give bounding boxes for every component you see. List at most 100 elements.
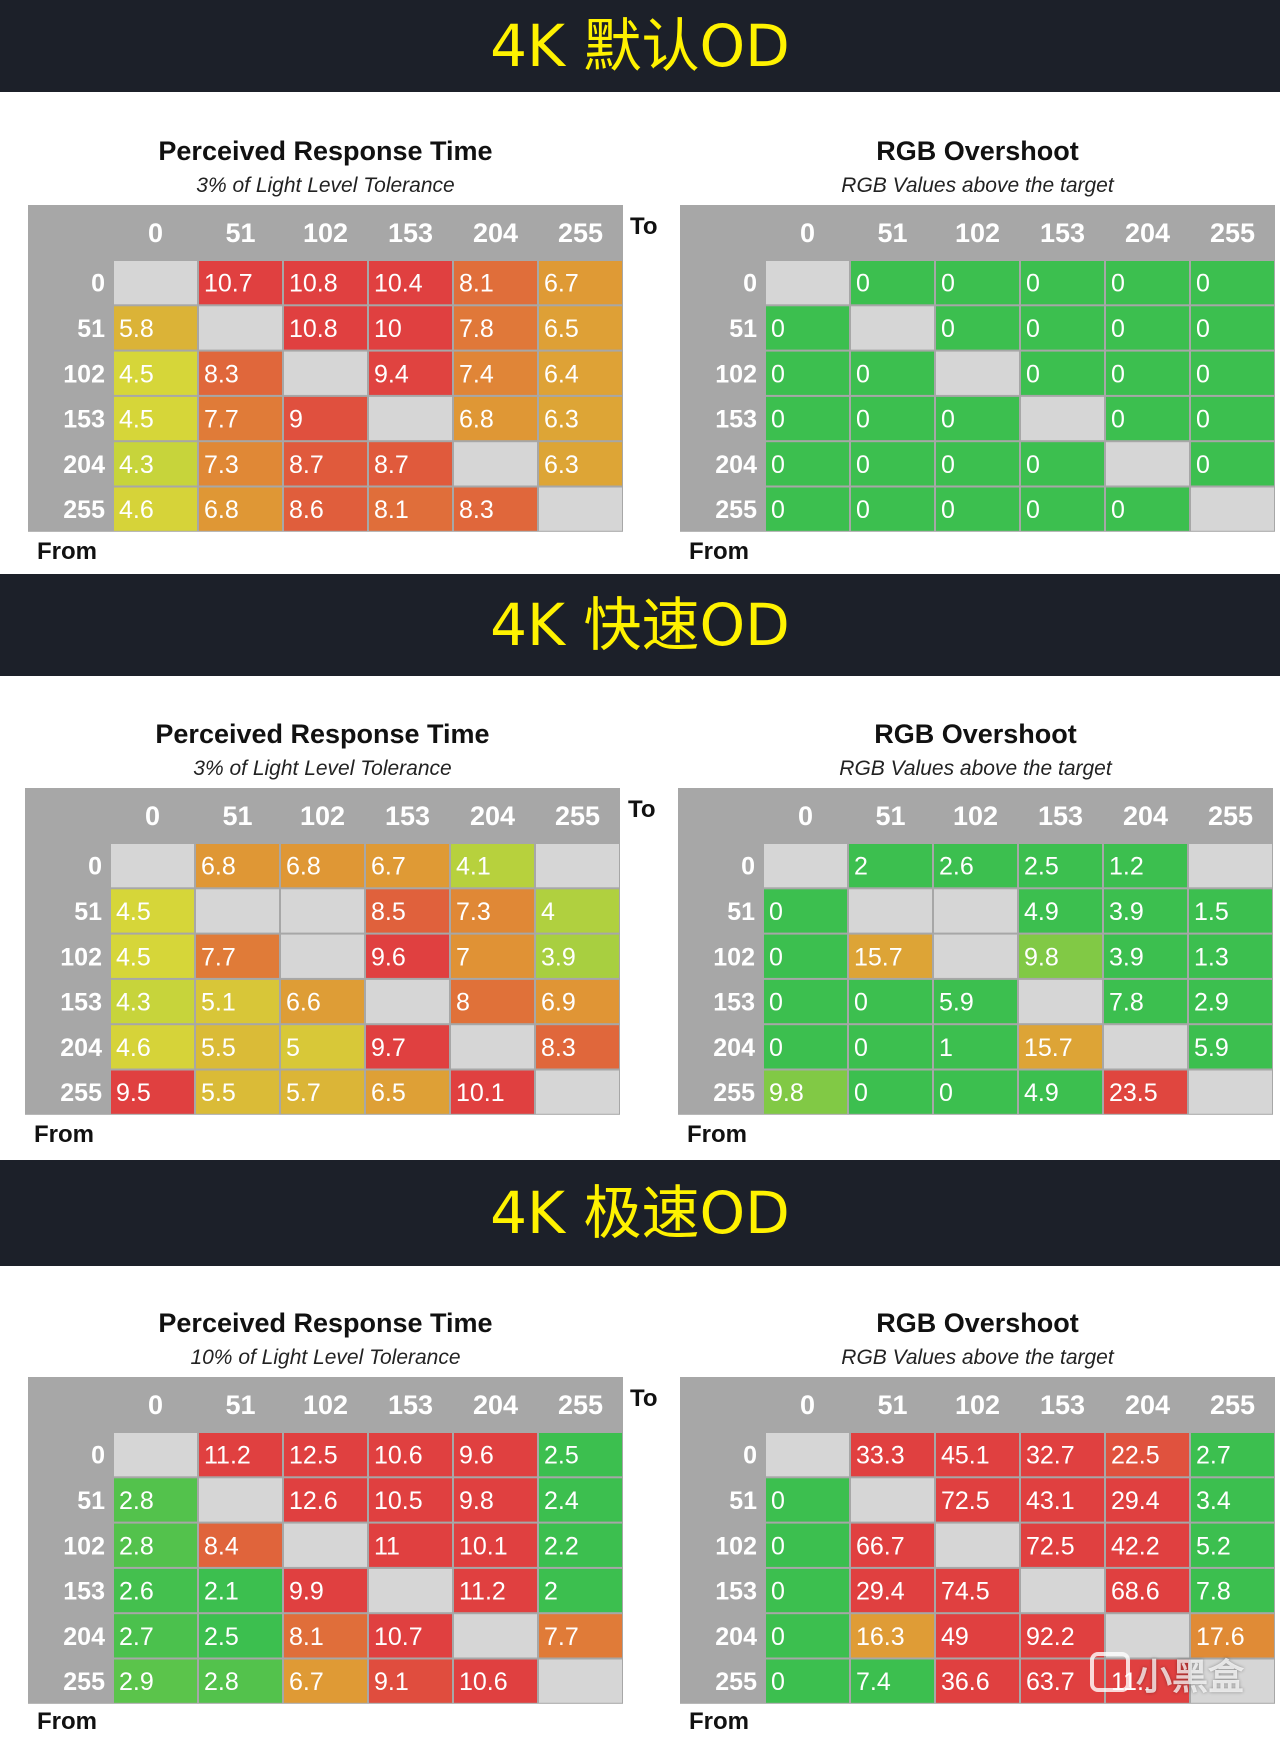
- cell-value: 0: [1026, 270, 1040, 298]
- column-header-102: 102: [955, 1390, 1000, 1420]
- cell-value: 0: [939, 1079, 953, 1107]
- column-header-204: 204: [470, 801, 515, 831]
- row-header-255: 255: [715, 496, 757, 524]
- cell-value: 0: [1111, 496, 1125, 524]
- heat-cell: [454, 1614, 537, 1658]
- heat-cell: [1021, 396, 1104, 441]
- cell-value: 6.7: [544, 270, 579, 298]
- row-header-153: 153: [63, 406, 105, 434]
- row-header-255: 255: [715, 1668, 757, 1696]
- cell-value: 6.9: [541, 989, 576, 1017]
- row-header-51: 51: [77, 315, 105, 343]
- column-header-0: 0: [800, 218, 815, 248]
- cell-value: 10.1: [456, 1079, 505, 1107]
- from-axis-label: From: [37, 538, 97, 565]
- column-header-51: 51: [875, 801, 905, 831]
- heat-cell: [849, 844, 932, 888]
- heat-cell: [111, 1070, 194, 1114]
- cell-value: 45.1: [941, 1442, 990, 1470]
- cell-value: 0: [1111, 315, 1125, 343]
- row-header-51: 51: [729, 315, 757, 343]
- heat-cell: [1106, 1433, 1189, 1477]
- cell-value: 72.5: [1026, 1532, 1075, 1560]
- cell-value: 3.9: [1109, 943, 1144, 971]
- heat-cell: [851, 306, 934, 350]
- heatmap-svg: 0 51 102 153 204 255 0 10.7 10.8 10.4 8.1 6.7 51 5.8 1…: [28, 205, 623, 532]
- cell-value: 0: [1111, 406, 1125, 434]
- cell-value: 2.7: [119, 1623, 154, 1651]
- cell-value: 0: [769, 943, 783, 971]
- row-header-153: 153: [713, 989, 755, 1017]
- cell-value: 6.5: [371, 1079, 406, 1107]
- cell-value: 6.6: [286, 989, 321, 1017]
- heat-cell: [536, 889, 619, 933]
- heat-cell: [199, 442, 282, 486]
- chart-response-extreme: 0 51 102 153 204 255 0 11.2 12.5 10.6 9.6 2.5 51 2.8 1…: [28, 1302, 623, 1742]
- row-header-102: 102: [63, 360, 105, 388]
- row-header-102: 102: [63, 1532, 105, 1560]
- watermark-logo-icon: [1090, 1652, 1130, 1692]
- heat-cell: [451, 979, 534, 1024]
- cell-value: 92.2: [1026, 1623, 1075, 1651]
- heat-cell: [199, 1478, 282, 1522]
- cell-value: 15.7: [1024, 1034, 1073, 1062]
- cell-value: 32.7: [1026, 1442, 1075, 1470]
- heat-cell: [539, 261, 622, 305]
- cell-value: 7: [456, 943, 470, 971]
- heat-cell: [1019, 889, 1102, 933]
- heat-cell: [1191, 261, 1274, 305]
- cell-value: 7.8: [1196, 1578, 1231, 1606]
- column-header-153: 153: [1040, 218, 1085, 248]
- cell-value: 4.9: [1024, 898, 1059, 926]
- heat-cell: [539, 351, 622, 395]
- chart-title: Perceived Response Time: [158, 1308, 493, 1338]
- cell-value: 29.4: [1111, 1487, 1160, 1515]
- cell-value: 6.7: [371, 853, 406, 881]
- heat-cell: [936, 487, 1019, 531]
- heat-cell: [936, 306, 1019, 350]
- column-header-204: 204: [473, 1390, 518, 1420]
- section-banner-default-od: 4K 默认OD: [0, 0, 1280, 92]
- heat-cell: [1106, 396, 1189, 441]
- heat-cell: [366, 1025, 449, 1069]
- heat-cell: [934, 1070, 1017, 1114]
- heat-cell: [766, 1478, 849, 1522]
- heat-cell: [114, 1614, 197, 1658]
- chart-overshoot-default: 0 51 102 153 204 255 0 0 0 0 0 0 51 0 0 0 0 0 102 0 0 0 0 0 153 0…: [680, 130, 1275, 570]
- heat-cell: [1106, 442, 1189, 486]
- heat-cell: [454, 1433, 537, 1477]
- heat-cell: [1189, 1025, 1272, 1069]
- cell-value: 15.7: [854, 943, 903, 971]
- cell-value: 5: [286, 1034, 300, 1062]
- cell-value: 1: [939, 1034, 953, 1062]
- heat-cell: [114, 306, 197, 350]
- cell-value: 2.6: [939, 853, 974, 881]
- heat-cell: [1021, 1568, 1104, 1613]
- heat-cell: [1106, 351, 1189, 395]
- cell-value: 5.1: [201, 989, 236, 1017]
- heat-cell: [539, 1433, 622, 1477]
- heat-cell: [284, 396, 367, 441]
- cell-value: 63.7: [1026, 1668, 1075, 1696]
- row-header-204: 204: [713, 1034, 755, 1062]
- column-header-204: 204: [1123, 801, 1168, 831]
- cell-value: 4: [541, 898, 555, 926]
- cell-value: 9.8: [459, 1487, 494, 1515]
- heat-cell: [536, 979, 619, 1024]
- column-header-153: 153: [385, 801, 430, 831]
- cell-value: 5.5: [201, 1079, 236, 1107]
- heat-cell: [196, 1025, 279, 1069]
- heat-cell: [536, 1070, 619, 1114]
- row-header-153: 153: [60, 989, 102, 1017]
- cell-value: 0: [856, 270, 870, 298]
- cell-value: 8.1: [374, 496, 409, 524]
- heat-cell: [1106, 261, 1189, 305]
- heat-cell: [764, 979, 847, 1024]
- heat-cell: [199, 396, 282, 441]
- heat-cell: [766, 487, 849, 531]
- heat-cell: [936, 351, 1019, 395]
- row-header-0: 0: [743, 270, 757, 298]
- watermark: 小黑盒: [1136, 1657, 1245, 1698]
- heat-cell: [199, 351, 282, 395]
- row-header-51: 51: [74, 898, 102, 926]
